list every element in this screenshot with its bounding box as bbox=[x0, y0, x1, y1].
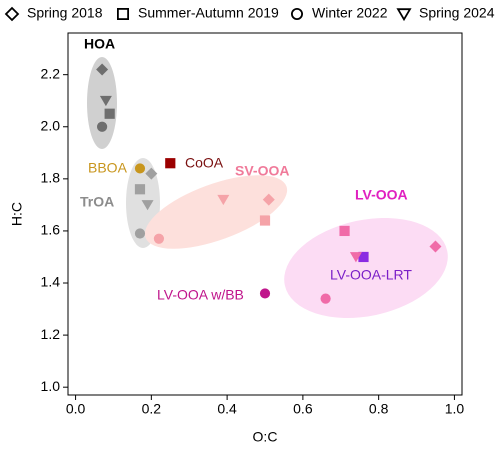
y-tick-label: 2.0 bbox=[41, 117, 61, 133]
data-point bbox=[145, 167, 158, 180]
y-tick-label: 1.4 bbox=[41, 274, 61, 290]
x-tick-label: 0.4 bbox=[217, 401, 237, 417]
data-point bbox=[339, 225, 350, 237]
data-point bbox=[96, 63, 109, 76]
data-point bbox=[429, 240, 442, 253]
x-tick-label: 0.2 bbox=[142, 401, 162, 417]
annotation: LV-OOA w/BB bbox=[157, 287, 244, 303]
y-tick-label: 1.8 bbox=[41, 170, 61, 186]
annotation: HOA bbox=[84, 36, 115, 52]
x-tick-label: 0.6 bbox=[293, 401, 313, 417]
x-axis-label: O:C bbox=[253, 429, 278, 445]
data-point bbox=[217, 194, 230, 206]
legend-marker bbox=[290, 7, 303, 20]
data-point bbox=[320, 293, 331, 304]
legend-marker bbox=[117, 7, 130, 20]
sv-ooa-region bbox=[144, 175, 288, 249]
annotation: LV-OOA bbox=[355, 187, 408, 203]
annotation: BBOA bbox=[88, 160, 128, 176]
data-point bbox=[141, 200, 154, 211]
annotation: LV-OOA-LRT bbox=[330, 267, 412, 283]
lv-ooa-region bbox=[284, 217, 448, 319]
data-point bbox=[104, 108, 115, 119]
data-point bbox=[134, 184, 146, 195]
hoa-region bbox=[87, 57, 117, 149]
legend-label: Summer-Autumn 2019 bbox=[138, 5, 279, 21]
x-tick-label: 1.0 bbox=[445, 401, 465, 417]
y-tick-label: 2.2 bbox=[41, 65, 61, 81]
y-tick-label: 1.2 bbox=[41, 326, 61, 342]
data-point bbox=[358, 251, 369, 263]
y-tick-label: 1.6 bbox=[41, 222, 61, 238]
annotation: CoOA bbox=[185, 155, 224, 171]
legend-label: Winter 2022 bbox=[312, 5, 388, 21]
data-point bbox=[153, 233, 165, 244]
data-point bbox=[134, 163, 146, 174]
data-point bbox=[349, 252, 362, 263]
x-tick-label: 0.0 bbox=[66, 401, 86, 417]
legend-marker bbox=[396, 8, 412, 22]
y-axis-label: H:C bbox=[9, 202, 25, 226]
legend-label: Spring 2024 bbox=[419, 5, 495, 21]
data-point bbox=[96, 121, 108, 132]
data-point bbox=[259, 215, 271, 226]
data-point bbox=[262, 193, 275, 206]
legend-marker bbox=[4, 6, 20, 22]
data-point bbox=[99, 95, 112, 107]
annotation: TrOA bbox=[80, 194, 114, 210]
y-tick-label: 1.0 bbox=[41, 378, 61, 394]
data-point bbox=[134, 228, 146, 239]
x-tick-label: 0.8 bbox=[369, 401, 389, 417]
legend-label: Spring 2018 bbox=[27, 5, 103, 21]
annotation: SV-OOA bbox=[235, 163, 289, 179]
data-point bbox=[259, 288, 271, 299]
plot-frame bbox=[67, 32, 463, 396]
data-point bbox=[165, 158, 176, 169]
